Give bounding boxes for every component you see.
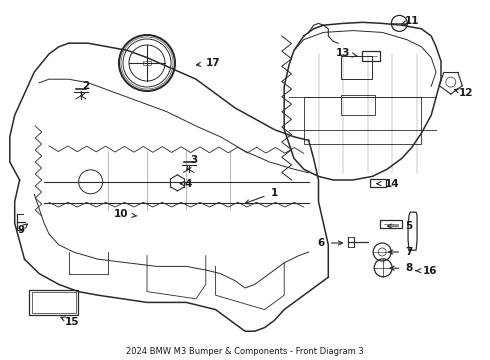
Bar [29,290,78,315]
Bar [380,220,402,228]
Text: 4: 4 [180,179,193,189]
Bar [362,51,380,61]
Text: 9: 9 [17,224,27,235]
Text: 6: 6 [318,238,343,248]
Text: 12: 12 [454,88,474,98]
Text: 3: 3 [187,155,197,170]
Bar [143,61,151,65]
Text: 14: 14 [377,179,399,189]
Text: 11: 11 [401,16,419,26]
Bar [370,179,386,187]
Bar [341,56,372,79]
Bar [341,95,375,115]
Text: 10: 10 [114,209,136,219]
Text: 7: 7 [389,247,413,257]
Bar [32,292,76,313]
Text: 1: 1 [245,188,278,204]
Text: 17: 17 [196,58,220,68]
Text: 2024 BMW M3 Bumper & Components - Front Diagram 3: 2024 BMW M3 Bumper & Components - Front … [126,346,364,355]
Text: 5: 5 [388,221,413,231]
Text: 15: 15 [61,317,80,327]
Bar [304,97,421,144]
Text: 13: 13 [336,48,357,58]
Text: 16: 16 [416,266,438,276]
Text: 8: 8 [390,263,413,273]
Text: 2: 2 [81,81,89,96]
